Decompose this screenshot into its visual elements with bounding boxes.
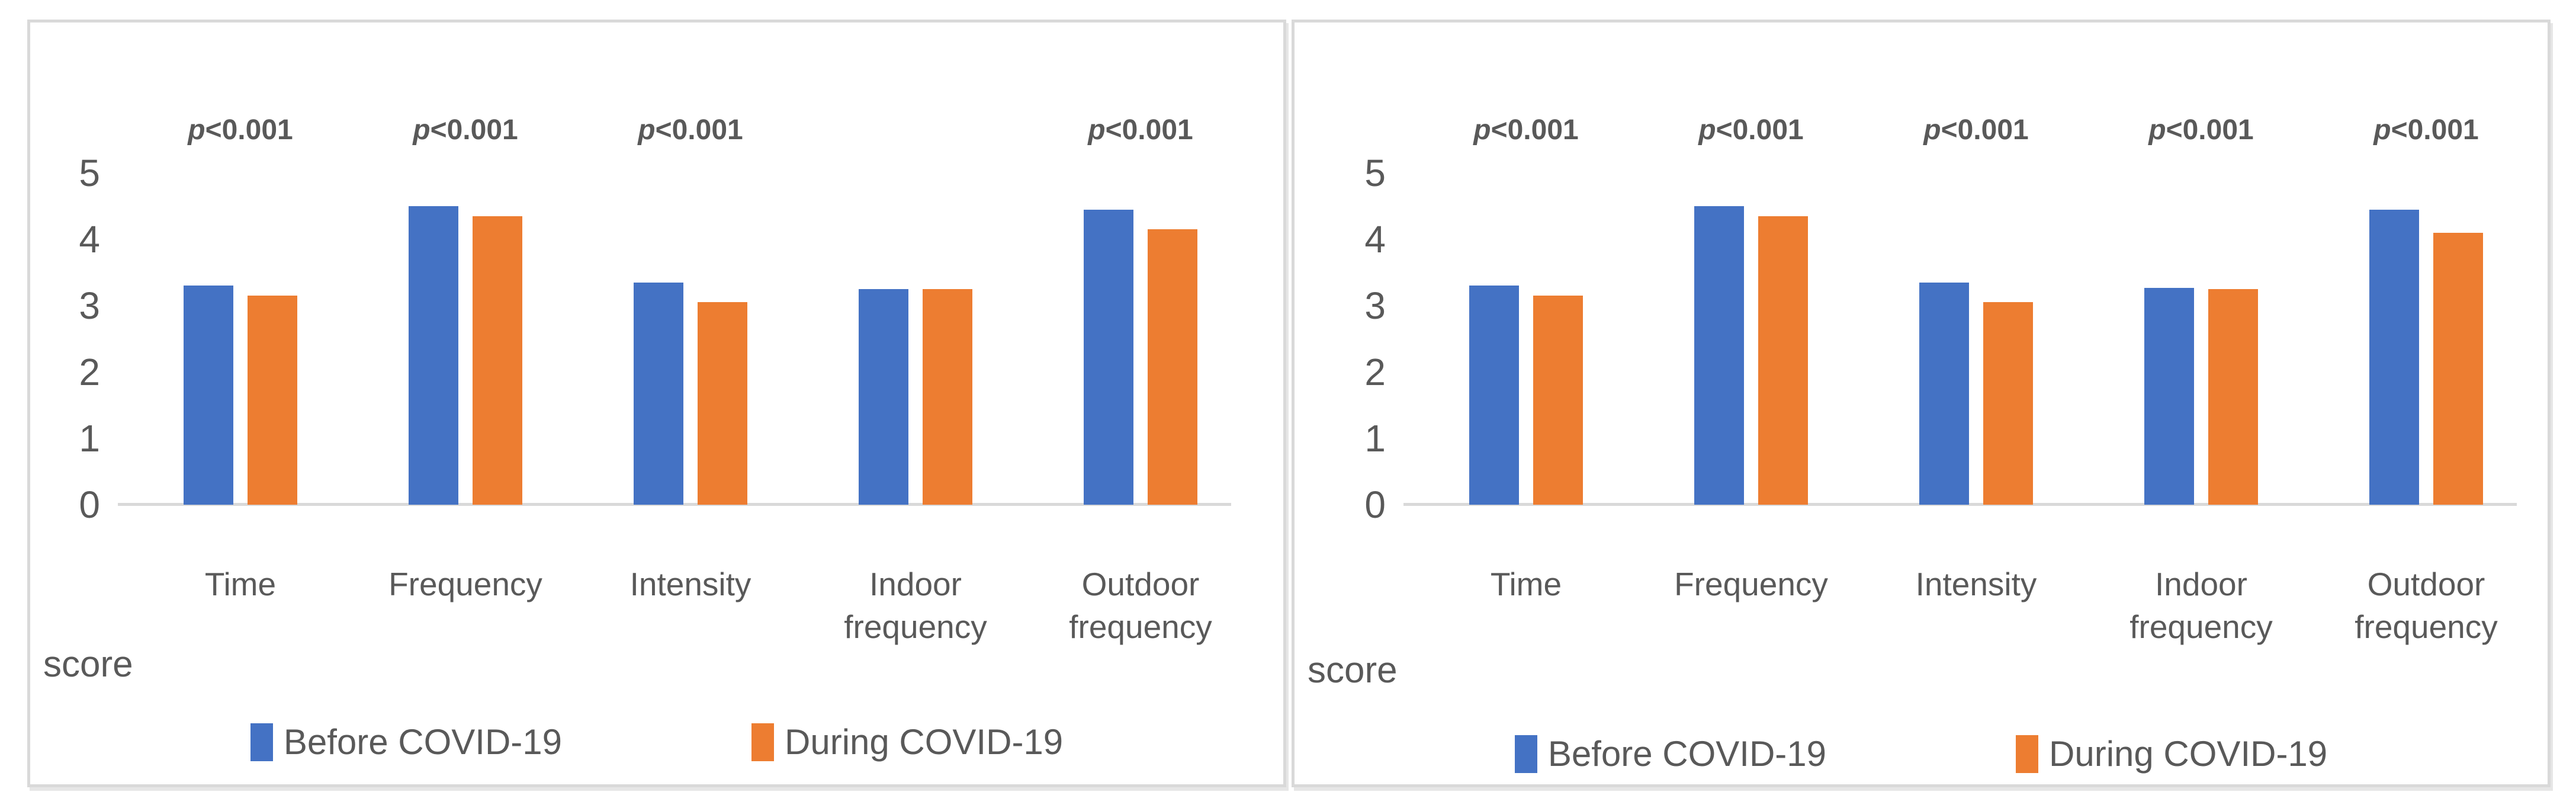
category-label-line: Frequency: [388, 566, 542, 602]
category-label-line: frequency: [1069, 608, 1212, 645]
plot-area: [128, 23, 1253, 505]
legend-swatch-during-covid-19-icon: [2016, 735, 2039, 773]
p-value-annotation: p<0.001: [2373, 114, 2479, 146]
bar-group: [1028, 23, 1253, 505]
p-value-annotation: p<0.001: [2148, 114, 2254, 146]
category-label: Indoor frequency: [803, 563, 1028, 648]
axis-title-score: score: [43, 644, 133, 685]
category-label: Outdoor frequency: [2314, 563, 2539, 648]
y-axis-tick-label: 2: [1364, 351, 1386, 393]
category-label-line: Intensity: [629, 566, 751, 602]
category-label: Intensity: [1864, 563, 2089, 648]
category-label-line: Outdoor: [2367, 566, 2485, 602]
legend-item-before-covid-19: Before COVID-19: [1514, 733, 1827, 774]
category-label: Intensity: [578, 563, 803, 648]
legend-swatch-during-covid-19-icon: [751, 723, 775, 761]
legend-item-during-covid-19: During COVID-19: [2016, 733, 2327, 774]
bar-before-covid-19: [1919, 283, 1969, 505]
bar-group: [1414, 23, 1639, 505]
category-label-line: Intensity: [1915, 566, 2037, 602]
bar-during-covid-19: [2433, 233, 2483, 505]
category-label: Frequency: [1639, 563, 1864, 648]
legend-item-during-covid-19: During COVID-19: [751, 722, 1063, 762]
y-axis-tick-label: 4: [79, 218, 100, 261]
bar-before-covid-19: [2144, 288, 2194, 505]
category-label-line: Outdoor: [1081, 566, 1200, 602]
axis-title-score: score: [1308, 650, 1398, 691]
legend-label: During COVID-19: [785, 722, 1064, 762]
y-axis-tick-label: 0: [1364, 483, 1386, 526]
category-label-line: Time: [204, 566, 277, 602]
legend: Before COVID-19 During COVID-19: [1295, 733, 2548, 774]
y-axis-tick-label: 0: [79, 483, 100, 526]
bar-before-covid-19: [1469, 286, 1519, 505]
category-label: Time: [1414, 563, 1639, 648]
category-label-line: Indoor: [869, 566, 962, 602]
annotation-row: p<0.001 p<0.001 p<0.001 p<0.001: [128, 111, 1253, 149]
y-axis-tick-label: 2: [79, 351, 100, 393]
bar-before-covid-19: [2369, 210, 2419, 505]
legend-label: During COVID-19: [2049, 734, 2328, 774]
bar-group: [803, 23, 1028, 505]
y-axis-tick-label: 3: [1364, 284, 1386, 327]
bar-group: [2314, 23, 2539, 505]
category-label-line: Indoor: [2155, 566, 2247, 602]
bar-during-covid-19: [698, 302, 747, 505]
category-label: Time: [128, 563, 353, 648]
annotation-row: p<0.001 p<0.001 p<0.001 p<0.001 p<0.001: [1414, 111, 2539, 149]
category-label: Indoor frequency: [2089, 563, 2314, 648]
y-axis-tick-label: 5: [79, 152, 100, 194]
y-axis-tick-label: 3: [79, 284, 100, 327]
bar-before-covid-19: [409, 206, 458, 505]
bar-during-covid-19: [248, 296, 297, 505]
plot-area: [1414, 23, 2539, 505]
category-label-line: Time: [1490, 566, 1562, 602]
bar-before-covid-19: [634, 283, 683, 505]
bar-during-covid-19: [2208, 289, 2258, 505]
category-label: Frequency: [353, 563, 578, 648]
p-value-annotation: p<0.001: [188, 114, 293, 146]
x-axis-labels: Time Frequency Intensity Indoor frequency Out…: [128, 563, 1253, 648]
legend-swatch-before-covid-19-icon: [1514, 735, 1537, 773]
chart-panel-right: p<0.001 p<0.001 p<0.001 p<0.001 p<0.001 0 1 2 3 4…: [1292, 20, 2551, 787]
legend-swatch-before-covid-19-icon: [250, 723, 273, 761]
category-label-line: frequency: [2355, 608, 2498, 645]
legend: Before COVID-19 During COVID-19: [30, 722, 1283, 762]
x-axis-labels: Time Frequency Intensity Indoor frequency Out…: [1414, 563, 2539, 648]
bar-during-covid-19: [923, 289, 972, 505]
p-value-annotation: p<0.001: [1088, 114, 1193, 146]
category-label-line: frequency: [2129, 608, 2273, 645]
bar-group: [128, 23, 353, 505]
category-label: Outdoor frequency: [1028, 563, 1253, 648]
bar-before-covid-19: [1694, 206, 1744, 505]
bar-group: [1864, 23, 2089, 505]
bar-during-covid-19: [1758, 216, 1808, 505]
bar-during-covid-19: [1533, 296, 1583, 505]
category-label-line: Frequency: [1674, 566, 1828, 602]
bar-during-covid-19: [1983, 302, 2033, 505]
chart-panel-left: p<0.001 p<0.001 p<0.001 p<0.001 0 1 2 3 4 5 Time Fr…: [27, 20, 1286, 787]
bar-group: [353, 23, 578, 505]
p-value-annotation: p<0.001: [1698, 114, 1804, 146]
category-label-line: frequency: [844, 608, 987, 645]
legend-item-before-covid-19: Before COVID-19: [250, 722, 562, 762]
y-axis-tick-label: 1: [79, 417, 100, 460]
p-value-annotation: p<0.001: [413, 114, 518, 146]
bar-before-covid-19: [859, 289, 908, 505]
bar-during-covid-19: [1148, 229, 1197, 505]
bar-group: [578, 23, 803, 505]
y-axis-tick-label: 5: [1364, 152, 1386, 194]
bar-during-covid-19: [473, 216, 522, 505]
legend-label: Before COVID-19: [1547, 734, 1827, 774]
legend-label: Before COVID-19: [283, 722, 563, 762]
bar-group: [2089, 23, 2314, 505]
p-value-annotation: p<0.001: [1923, 114, 2029, 146]
p-value-annotation: p<0.001: [638, 114, 743, 146]
bar-before-covid-19: [1084, 210, 1133, 505]
y-axis-tick-label: 4: [1364, 218, 1386, 261]
y-axis-tick-label: 1: [1364, 417, 1386, 460]
bar-before-covid-19: [184, 286, 233, 505]
bar-group: [1639, 23, 1864, 505]
p-value-annotation: p<0.001: [1473, 114, 1579, 146]
